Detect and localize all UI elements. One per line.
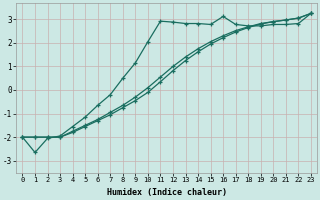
X-axis label: Humidex (Indice chaleur): Humidex (Indice chaleur) xyxy=(107,188,227,197)
